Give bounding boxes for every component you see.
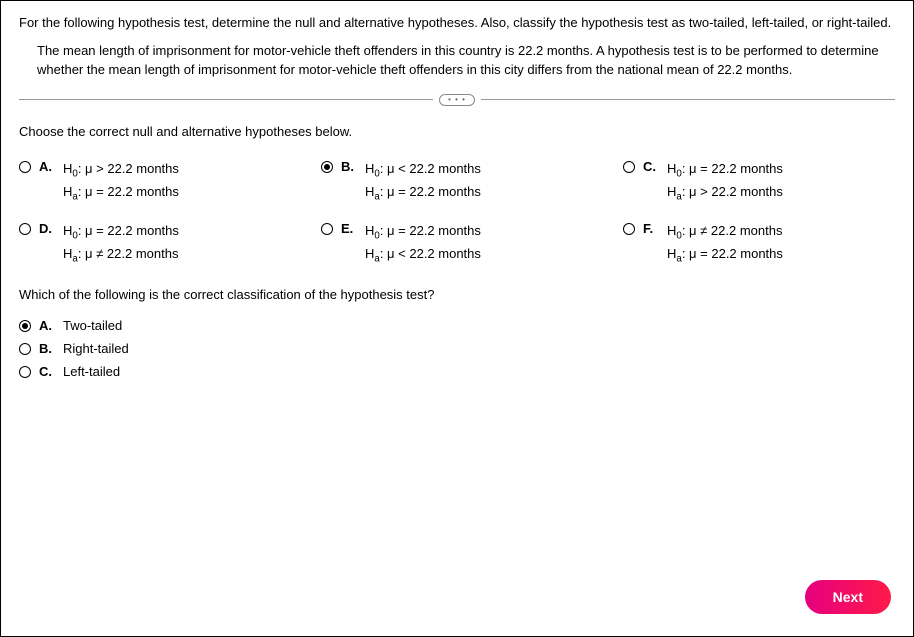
radio-button[interactable]: [321, 223, 333, 235]
divider-right: [481, 99, 895, 100]
divider-row: • • •: [19, 94, 895, 106]
radio-button[interactable]: [19, 223, 31, 235]
radio-button[interactable]: [321, 161, 333, 173]
option-body: H0: μ ≠ 22.2 monthsHa: μ = 22.2 months: [667, 221, 783, 267]
hypothesis-option[interactable]: E. H0: μ = 22.2 monthsHa: μ < 22.2 months: [321, 221, 593, 267]
option-letter: B.: [39, 341, 55, 356]
option-letter: D.: [39, 221, 55, 236]
option-letter: E.: [341, 221, 357, 236]
option-letter: F.: [643, 221, 659, 236]
classify-option[interactable]: B. Right-tailed: [19, 341, 895, 356]
option-label: Left-tailed: [63, 364, 120, 379]
option-body: H0: μ = 22.2 monthsHa: μ ≠ 22.2 months: [63, 221, 179, 267]
hypothesis-options-grid: A. H0: μ > 22.2 monthsHa: μ = 22.2 months…: [19, 159, 895, 268]
option-letter: A.: [39, 318, 55, 333]
hypothesis-option[interactable]: B. H0: μ < 22.2 monthsHa: μ = 22.2 months: [321, 159, 593, 205]
hypothesis-option[interactable]: D. H0: μ = 22.2 monthsHa: μ ≠ 22.2 months: [19, 221, 291, 267]
classify-options-list: A. Two-tailed B. Right-tailed C. Left-tailed: [19, 318, 895, 379]
divider-left: [19, 99, 433, 100]
option-label: Two-tailed: [63, 318, 122, 333]
classify-option[interactable]: C. Left-tailed: [19, 364, 895, 379]
next-button[interactable]: Next: [805, 580, 891, 614]
hypothesis-option[interactable]: C. H0: μ = 22.2 monthsHa: μ > 22.2 months: [623, 159, 895, 205]
question-text: For the following hypothesis test, deter…: [19, 13, 895, 33]
hypothesis-option[interactable]: F. H0: μ ≠ 22.2 monthsHa: μ = 22.2 months: [623, 221, 895, 267]
radio-button[interactable]: [19, 366, 31, 378]
option-letter: C.: [643, 159, 659, 174]
option-letter: B.: [341, 159, 357, 174]
radio-button[interactable]: [19, 320, 31, 332]
radio-button[interactable]: [19, 343, 31, 355]
hypothesis-option[interactable]: A. H0: μ > 22.2 monthsHa: μ = 22.2 months: [19, 159, 291, 205]
question-subtext: The mean length of imprisonment for moto…: [19, 41, 895, 80]
option-body: H0: μ = 22.2 monthsHa: μ > 22.2 months: [667, 159, 783, 205]
option-letter: C.: [39, 364, 55, 379]
radio-button[interactable]: [19, 161, 31, 173]
hypothesis-prompt: Choose the correct null and alternative …: [19, 124, 895, 139]
radio-button[interactable]: [623, 223, 635, 235]
expand-button[interactable]: • • •: [439, 94, 475, 106]
classify-option[interactable]: A. Two-tailed: [19, 318, 895, 333]
option-label: Right-tailed: [63, 341, 129, 356]
option-letter: A.: [39, 159, 55, 174]
option-body: H0: μ < 22.2 monthsHa: μ = 22.2 months: [365, 159, 481, 205]
radio-button[interactable]: [623, 161, 635, 173]
classify-prompt: Which of the following is the correct cl…: [19, 287, 895, 302]
option-body: H0: μ > 22.2 monthsHa: μ = 22.2 months: [63, 159, 179, 205]
option-body: H0: μ = 22.2 monthsHa: μ < 22.2 months: [365, 221, 481, 267]
